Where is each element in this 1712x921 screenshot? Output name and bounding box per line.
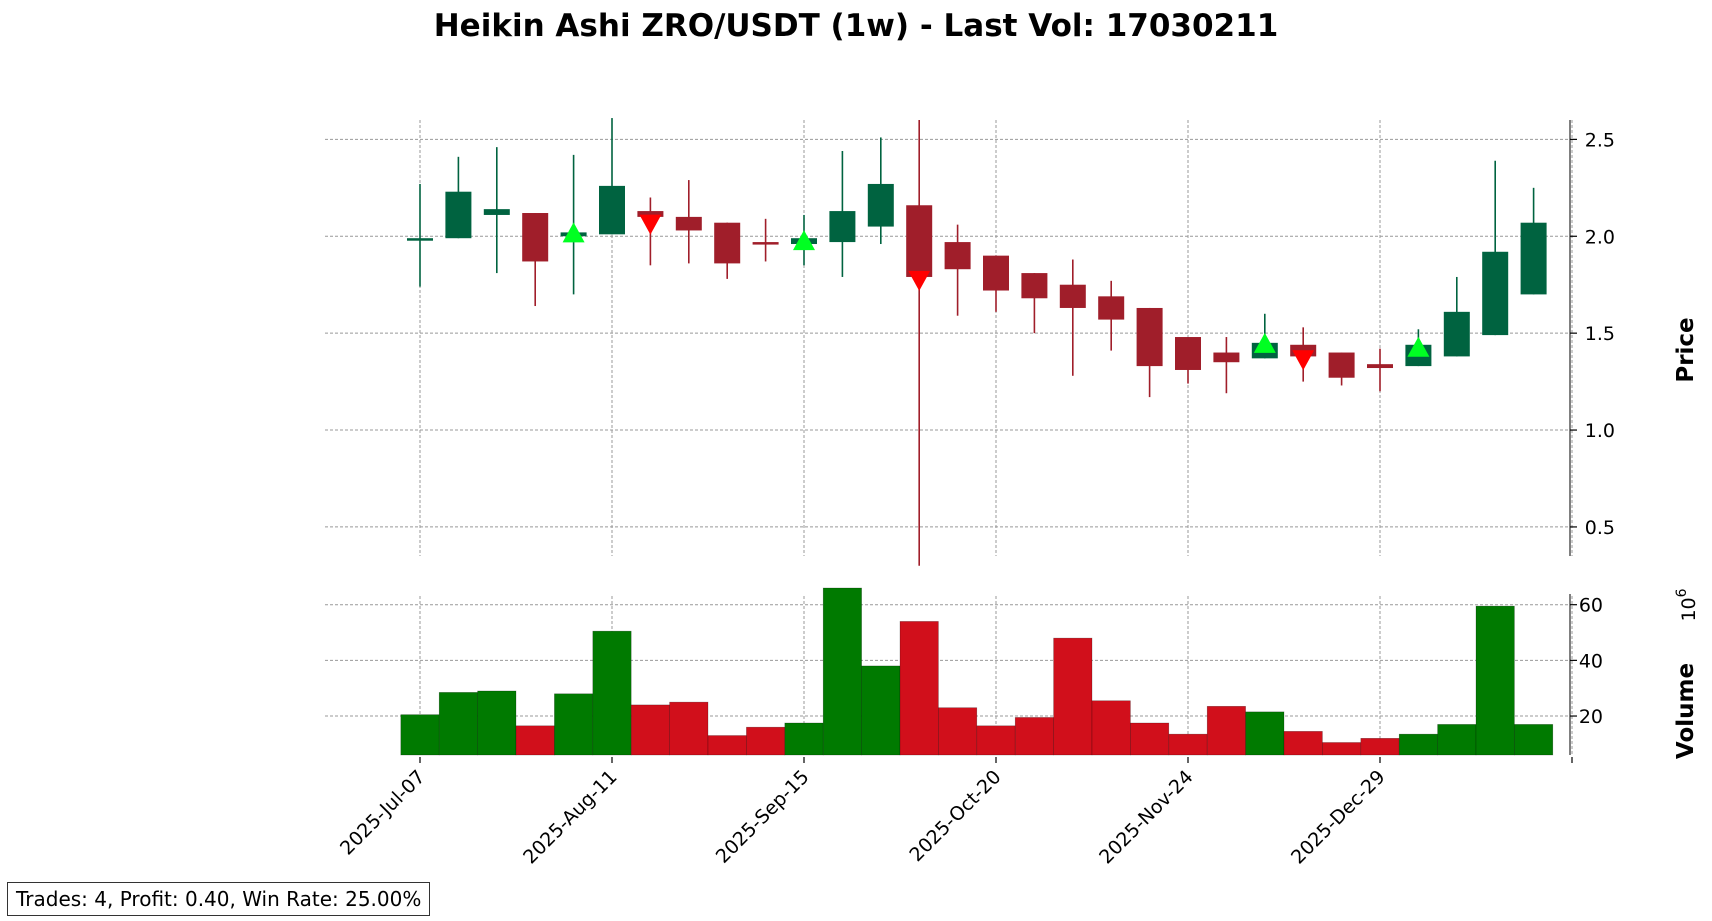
volume-tick-label: 20 bbox=[1579, 706, 1603, 728]
sell-signal-marker bbox=[908, 270, 931, 291]
volume-bar bbox=[1475, 605, 1515, 756]
candle-body bbox=[637, 211, 664, 217]
candle-body bbox=[1367, 364, 1393, 369]
volume-tick-label: 60 bbox=[1579, 595, 1603, 617]
candle-body bbox=[944, 242, 971, 270]
volume-bar bbox=[592, 630, 632, 756]
price-tick-label: 1.0 bbox=[1585, 420, 1615, 442]
volume-tick-label: 40 bbox=[1579, 650, 1603, 672]
volume-bar bbox=[784, 722, 824, 756]
trade-signals bbox=[562, 214, 1430, 371]
volume-bar bbox=[822, 587, 862, 756]
candle-body bbox=[599, 185, 625, 235]
date-tick-label: 2025-Nov-24 bbox=[1095, 766, 1197, 868]
candle-body bbox=[483, 209, 510, 215]
volume-bar bbox=[899, 621, 939, 756]
candle-body bbox=[522, 213, 549, 262]
volume-bar bbox=[746, 726, 786, 756]
date-tick-label: 2025-Jul-07 bbox=[336, 766, 430, 860]
volume-bar bbox=[1130, 722, 1170, 756]
buy-signal-marker bbox=[1407, 336, 1430, 357]
price-grid bbox=[325, 120, 1573, 556]
candle-body bbox=[1059, 284, 1086, 308]
volume-bar bbox=[1091, 700, 1131, 756]
candle-body bbox=[1482, 251, 1509, 336]
sell-signal-marker bbox=[1292, 350, 1315, 371]
volume-bar bbox=[669, 701, 709, 756]
candle-body bbox=[1175, 337, 1201, 370]
date-tick-label: 2025-Dec-29 bbox=[1287, 766, 1390, 869]
buy-signal-marker bbox=[793, 230, 815, 251]
volume-bar bbox=[938, 707, 978, 756]
volume-bar bbox=[554, 693, 594, 756]
volume-bar bbox=[707, 735, 747, 756]
volume-bar bbox=[1283, 731, 1323, 756]
volume-bar bbox=[1245, 711, 1285, 756]
volume-bar bbox=[861, 665, 901, 756]
volume-bar bbox=[515, 725, 555, 756]
volume-bar bbox=[1398, 733, 1438, 756]
volume-bar bbox=[1514, 724, 1554, 756]
volume-bar bbox=[630, 704, 670, 756]
candle-body bbox=[867, 183, 894, 227]
candle-body bbox=[752, 242, 779, 245]
buy-signal-marker bbox=[562, 222, 585, 243]
candle-body bbox=[1520, 222, 1547, 295]
sell-signal-marker bbox=[639, 214, 662, 235]
volume-bar bbox=[400, 714, 440, 756]
candles bbox=[407, 118, 1547, 566]
candle-body bbox=[829, 211, 856, 243]
candle-body bbox=[714, 222, 741, 264]
candle-body bbox=[675, 216, 702, 231]
buy-signal-marker bbox=[1253, 332, 1276, 353]
candle-body bbox=[983, 255, 1009, 291]
candle-body bbox=[1443, 311, 1470, 357]
volume-bar bbox=[1053, 637, 1093, 756]
candle-body bbox=[1213, 352, 1240, 363]
volume-bars bbox=[400, 587, 1554, 756]
candle-body bbox=[445, 191, 472, 239]
price-tick-label: 2.0 bbox=[1585, 226, 1615, 248]
volume-bar bbox=[1437, 724, 1477, 756]
volume-bar bbox=[1014, 717, 1054, 756]
price-tick-label: 1.5 bbox=[1585, 323, 1615, 345]
chart-title: Heikin Ashi ZRO/USDT (1w) - Last Vol: 17… bbox=[433, 8, 1279, 44]
date-tick-label: 2025-Oct-20 bbox=[905, 766, 1005, 866]
date-tick-label: 2025-Aug-11 bbox=[519, 766, 621, 868]
volume-bar bbox=[1360, 737, 1400, 756]
volume-axis-label: Volume bbox=[1673, 663, 1699, 759]
candle-body bbox=[906, 205, 933, 277]
volume-bar bbox=[1206, 705, 1246, 756]
volume-bar bbox=[477, 690, 517, 756]
candle-body bbox=[407, 238, 433, 241]
candle-body bbox=[1328, 352, 1355, 378]
date-tick-label: 2025-Sep-15 bbox=[712, 766, 814, 868]
price-axis-label: Price bbox=[1673, 317, 1699, 382]
price-tick-label: 2.5 bbox=[1585, 129, 1615, 151]
candle-body bbox=[1021, 273, 1048, 299]
volume-bar bbox=[976, 725, 1016, 756]
volume-bar bbox=[1322, 742, 1362, 756]
price-tick-label: 0.5 bbox=[1585, 517, 1615, 539]
volume-bar bbox=[438, 692, 478, 756]
candle-body bbox=[1098, 296, 1125, 320]
trade-stats-box: Trades: 4, Profit: 0.40, Win Rate: 25.00… bbox=[7, 882, 431, 916]
candle-body bbox=[1136, 307, 1163, 367]
volume-bar bbox=[1168, 733, 1208, 756]
volume-multiplier-label: 106 bbox=[1674, 588, 1700, 621]
